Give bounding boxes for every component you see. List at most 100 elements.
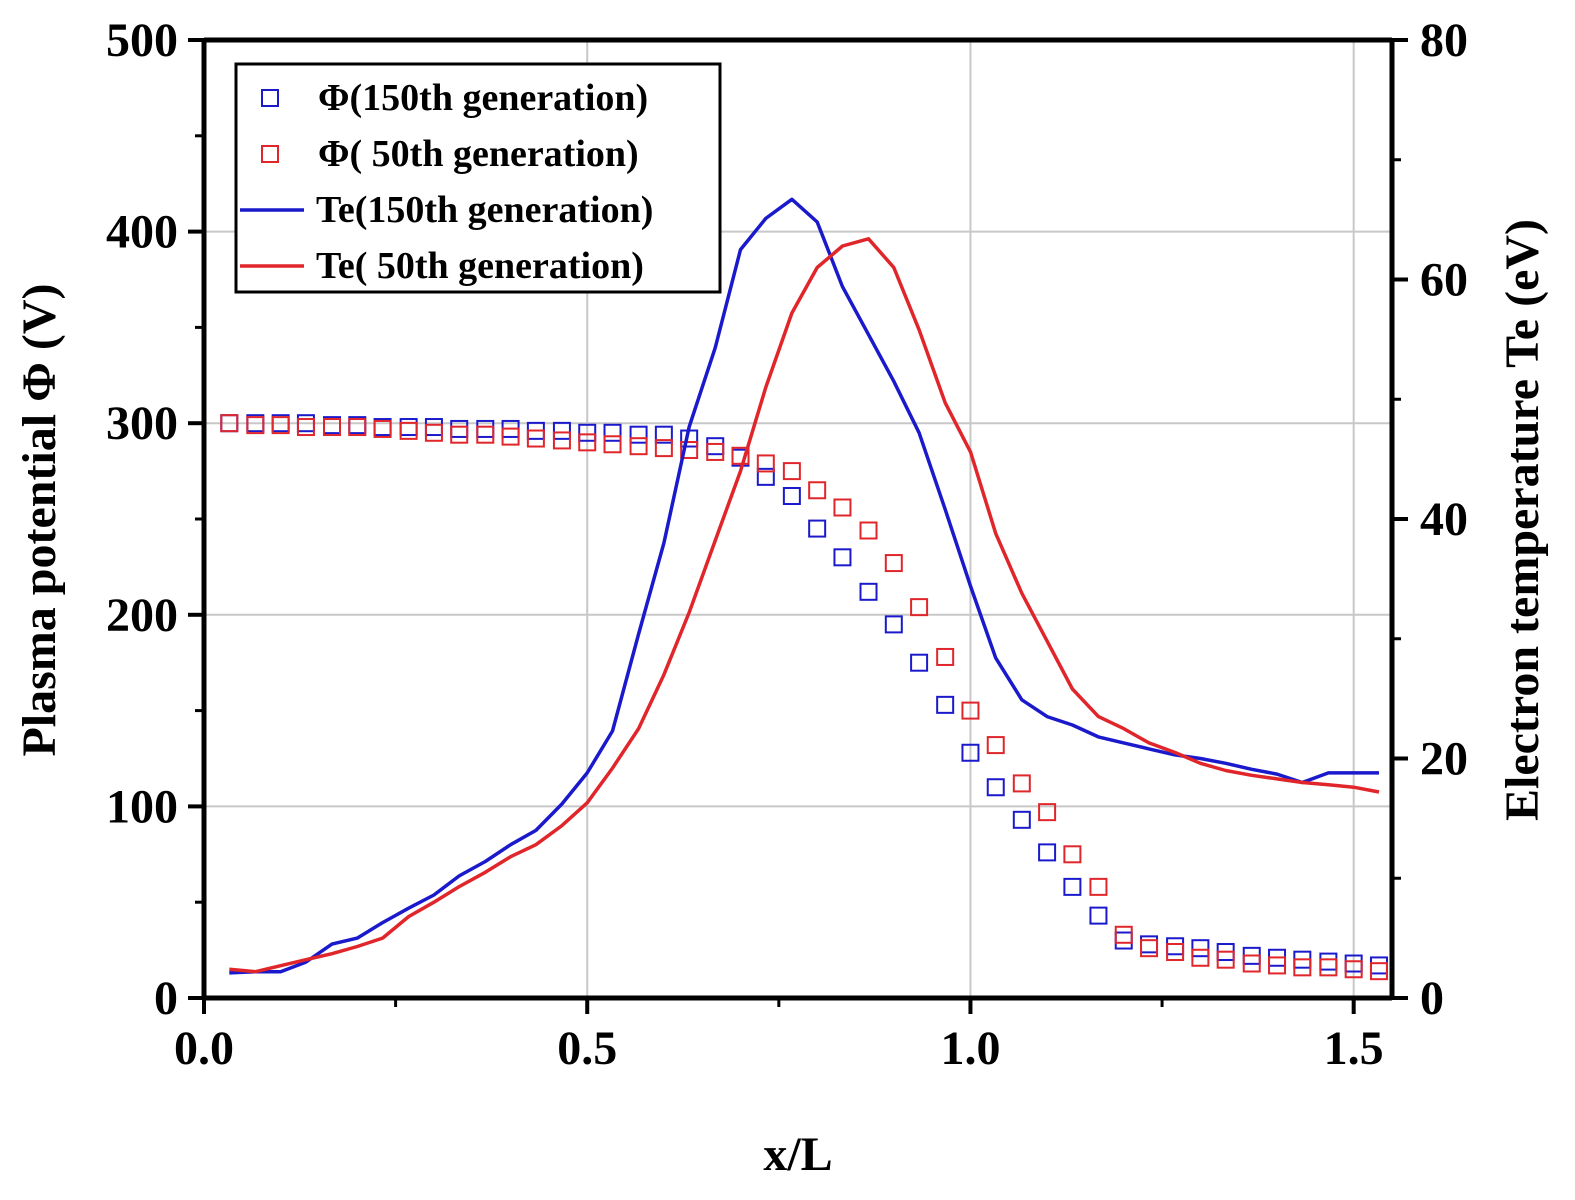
data-point-0-30 (986, 778, 1005, 797)
data-point-1-44 (1344, 960, 1363, 979)
data-point-0-27 (910, 653, 929, 672)
data-point-1-14 (578, 433, 597, 452)
data-point-1-33 (1063, 845, 1082, 864)
data-point-1-15 (603, 435, 622, 454)
data-point-1-4 (322, 418, 341, 437)
data-point-1-26 (884, 554, 903, 573)
data-point-1-18 (680, 441, 699, 460)
legend: Φ(150th generation) Φ( 50th generation) … (234, 62, 722, 294)
legend-marker-phi-150 (261, 89, 279, 107)
data-point-1-7 (399, 421, 418, 440)
data-point-1-31 (1012, 774, 1031, 793)
legend-label-phi-150: Φ(150th generation) (318, 77, 648, 119)
data-point-1-20 (731, 446, 750, 465)
data-point-0-28 (936, 695, 955, 714)
data-point-0-38 (1191, 939, 1210, 958)
data-point-0-23 (808, 519, 827, 538)
y-left-tick-label-3: 300 (106, 397, 178, 450)
data-point-0-26 (884, 615, 903, 634)
data-point-1-1 (246, 416, 265, 435)
data-point-1-27 (910, 598, 929, 617)
y-left-tick-label-2: 200 (106, 589, 178, 642)
legend-marker-phi-50 (261, 145, 279, 163)
data-point-1-42 (1293, 958, 1312, 977)
data-point-0-33 (1063, 877, 1082, 896)
legend-item-te-50: Te( 50th generation) (240, 245, 644, 287)
data-point-1-40 (1242, 954, 1261, 973)
data-point-1-29 (961, 701, 980, 720)
data-point-1-12 (526, 429, 545, 448)
data-point-1-43 (1319, 958, 1338, 977)
data-point-1-6 (373, 419, 392, 438)
data-point-1-0 (220, 414, 239, 433)
y-left-tick-label-5: 500 (106, 14, 178, 67)
series-line-3 (229, 237, 1380, 974)
data-point-0-29 (961, 743, 980, 762)
x-axis-title: x/L (763, 1128, 832, 1181)
tick-labels: 0.0 0.5 1.0 1.5 0 100 200 300 400 500 0 20 40 60 80 (106, 14, 1468, 1075)
data-point-0-17 (654, 425, 673, 444)
data-point-1-16 (629, 437, 648, 456)
y-right-tick-label-0: 0 (1420, 972, 1444, 1025)
axes (188, 37, 1408, 1014)
data-point-0-32 (1038, 843, 1057, 862)
x-tick-label-1: 0.5 (557, 1022, 617, 1075)
x-tick-label-2: 1.0 (940, 1022, 1000, 1075)
y-left-tick-label-1: 100 (106, 780, 178, 833)
data-point-1-34 (1089, 877, 1108, 896)
data-point-0-24 (833, 548, 852, 567)
data-point-0-16 (629, 425, 648, 444)
data-point-1-37 (1166, 943, 1185, 962)
series-layer (220, 197, 1388, 981)
data-point-1-41 (1268, 956, 1287, 975)
data-point-1-28 (936, 647, 955, 666)
data-point-1-19 (706, 442, 725, 461)
data-point-0-14 (578, 423, 597, 442)
data-point-1-11 (501, 427, 520, 446)
legend-label-te-150: Te(150th generation) (316, 189, 653, 231)
data-point-1-22 (782, 462, 801, 481)
data-point-1-23 (808, 481, 827, 500)
data-point-1-8 (424, 423, 443, 442)
data-point-0-21 (756, 467, 775, 486)
data-point-1-30 (986, 736, 1005, 755)
data-point-0-31 (1012, 810, 1031, 829)
legend-box (234, 62, 722, 294)
data-point-1-45 (1369, 962, 1388, 981)
data-point-1-3 (296, 418, 315, 437)
y-left-tick-label-4: 400 (106, 206, 178, 259)
data-point-0-22 (782, 487, 801, 506)
legend-label-te-50: Te( 50th generation) (316, 245, 644, 287)
series-markers-1 (220, 414, 1388, 981)
data-point-1-25 (859, 521, 878, 540)
data-point-0-25 (859, 582, 878, 601)
x-tick-label-3: 1.5 (1324, 1022, 1384, 1075)
data-point-1-24 (833, 498, 852, 517)
y-right-tick-label-3: 60 (1420, 254, 1468, 307)
legend-item-phi-50: Φ( 50th generation) (261, 133, 639, 175)
data-point-0-13 (552, 421, 571, 440)
y-right-tick-label-1: 20 (1420, 733, 1468, 786)
data-point-1-35 (1114, 925, 1133, 944)
data-point-1-36 (1140, 939, 1159, 958)
data-point-1-38 (1191, 948, 1210, 967)
x-tick-label-0: 0.0 (174, 1022, 234, 1075)
data-point-1-32 (1038, 803, 1057, 822)
data-point-1-9 (450, 425, 469, 444)
data-point-1-13 (552, 431, 571, 450)
legend-item-te-150: Te(150th generation) (240, 189, 653, 231)
legend-label-phi-50: Φ( 50th generation) (318, 133, 639, 175)
data-point-1-2 (271, 416, 290, 435)
legend-item-phi-150: Φ(150th generation) (261, 77, 648, 119)
data-point-0-34 (1089, 906, 1108, 925)
data-point-1-17 (654, 439, 673, 458)
y-left-tick-label-0: 0 (154, 972, 178, 1025)
data-point-0-15 (603, 423, 622, 442)
y-axis-right-title: Electron temperature Te (eV) (1496, 219, 1549, 821)
y-axis-left-title: Plasma potential Φ (V) (13, 283, 66, 756)
data-point-1-39 (1216, 950, 1235, 969)
data-point-1-10 (476, 425, 495, 444)
data-point-1-5 (348, 418, 367, 437)
y-right-tick-label-4: 80 (1420, 14, 1468, 67)
